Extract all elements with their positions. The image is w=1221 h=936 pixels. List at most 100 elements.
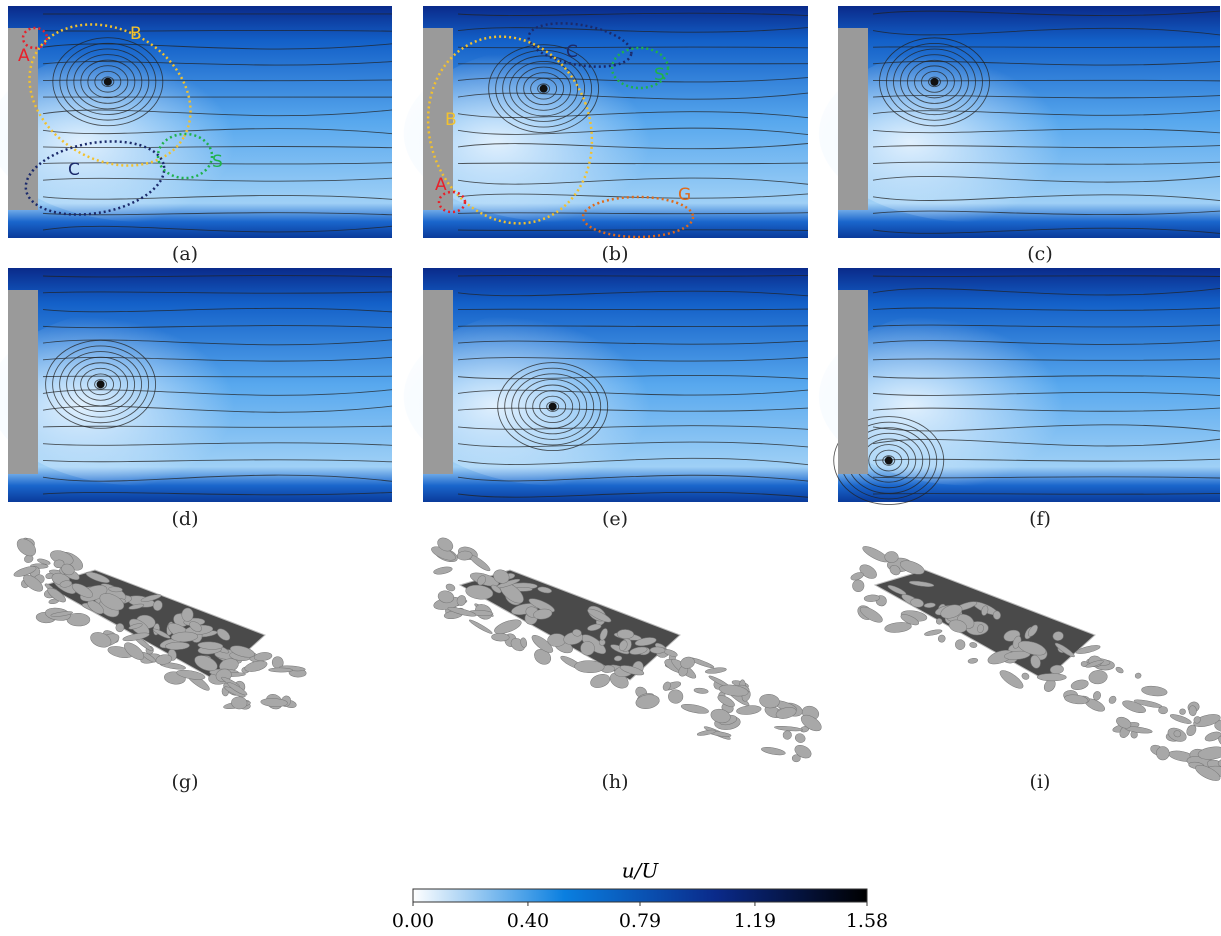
- vortex-structure: [433, 566, 453, 575]
- vortex-structure: [90, 632, 112, 648]
- panel-label: (g): [172, 771, 199, 793]
- vortex-structure: [580, 641, 595, 656]
- vortex-structure: [531, 634, 554, 653]
- colorbar-tick-label: 0.40: [507, 910, 549, 932]
- vortex-structure: [889, 564, 901, 576]
- colorbar-tick-label: 0.79: [619, 910, 661, 932]
- vortex-structure: [170, 631, 199, 642]
- streamline: [872, 307, 1221, 311]
- streamline: [42, 405, 393, 413]
- vortex-structure: [520, 637, 528, 648]
- vortex: [523, 72, 565, 106]
- vortex: [80, 59, 136, 104]
- vortex: [94, 70, 122, 93]
- annotation-ring: [581, 195, 695, 239]
- vortex-structure: [1064, 694, 1089, 705]
- vortex-structure: [967, 657, 979, 664]
- vortex-structure: [197, 641, 224, 650]
- vortex-structure: [884, 622, 912, 633]
- wake-region: [0, 45, 296, 222]
- vortex-structure: [437, 537, 454, 552]
- vortex-structure: [717, 695, 735, 708]
- streamline: [457, 111, 809, 119]
- vortex: [59, 42, 157, 121]
- colorbar-tick-label: 1.19: [734, 910, 776, 932]
- vortex-structure: [1141, 685, 1168, 697]
- vortex: [525, 384, 581, 429]
- vortex-structure: [1134, 672, 1142, 679]
- vortex-structure: [782, 730, 792, 740]
- vortex: [882, 455, 896, 466]
- vortex-structure: [164, 641, 190, 650]
- annotation: B: [445, 110, 457, 130]
- vortex: [73, 54, 143, 110]
- wake-region: [0, 307, 296, 486]
- vortex: [73, 362, 129, 407]
- streamline: [42, 212, 393, 216]
- vortex-structure: [456, 595, 467, 606]
- vortex-structure: [680, 656, 695, 669]
- annotation-ring: [426, 35, 594, 225]
- vortex-structure: [680, 704, 709, 714]
- vortex: [530, 77, 558, 100]
- streamline: [457, 46, 809, 49]
- vortex-structure: [528, 598, 555, 613]
- vortex-structure: [128, 603, 145, 610]
- streamline: [457, 357, 809, 362]
- vortex-structure: [1108, 695, 1117, 704]
- streamline: [872, 324, 1221, 328]
- flow-panel: [0, 268, 393, 502]
- streamline: [457, 77, 809, 83]
- bluff-body: [838, 28, 868, 210]
- vortex-structure: [1116, 716, 1132, 729]
- vortex-structure: [590, 674, 611, 688]
- vortex: [87, 373, 115, 396]
- vortex-structure: [87, 600, 104, 615]
- bluff-body: [838, 290, 868, 474]
- bluff-body: [423, 28, 453, 210]
- vortex-structure: [50, 611, 73, 617]
- vortex-structure: [587, 623, 602, 631]
- streamline: [457, 92, 809, 100]
- vortex-structure: [1193, 714, 1221, 727]
- vortex-core: [103, 77, 112, 86]
- streamline: [457, 441, 809, 448]
- vortex-structure: [194, 655, 218, 672]
- streamline: [872, 391, 1221, 396]
- vortex-structure: [37, 558, 51, 565]
- streamline: [872, 227, 1221, 234]
- vortex-structure: [759, 693, 780, 709]
- streamline: [872, 27, 1221, 36]
- streamline: [457, 474, 809, 482]
- flow-panel: [403, 268, 809, 502]
- vortex-structure: [216, 628, 231, 641]
- vortex-structure: [1018, 640, 1047, 656]
- vortex-structure: [649, 646, 666, 654]
- vortex-structure: [794, 733, 806, 743]
- vortex-core: [539, 84, 548, 93]
- vortex-structure: [468, 619, 493, 634]
- vortex: [101, 76, 115, 87]
- vortex-structure: [1036, 673, 1067, 682]
- vortex-structure: [1028, 624, 1038, 637]
- flow-panel: [403, 6, 809, 238]
- vortex-structure: [493, 569, 510, 584]
- vortex-structure: [999, 670, 1024, 689]
- vortex-structure: [457, 550, 473, 561]
- annotation-ring: [527, 22, 633, 68]
- annotation: A: [435, 175, 447, 195]
- vortex: [504, 367, 602, 446]
- vortex-structure: [908, 580, 935, 587]
- streamline: [42, 459, 393, 463]
- streamline: [42, 307, 393, 313]
- vortex: [45, 339, 157, 429]
- colorbar-tick-label: 1.58: [846, 910, 888, 932]
- vortex-structure: [230, 645, 255, 658]
- streamline: [42, 442, 393, 446]
- vortex-structure: [152, 628, 171, 639]
- vortex-structure: [899, 560, 925, 575]
- streamline: [457, 127, 809, 135]
- streamline: [42, 43, 393, 50]
- vortex: [907, 59, 962, 104]
- annotation-ring: [156, 132, 214, 180]
